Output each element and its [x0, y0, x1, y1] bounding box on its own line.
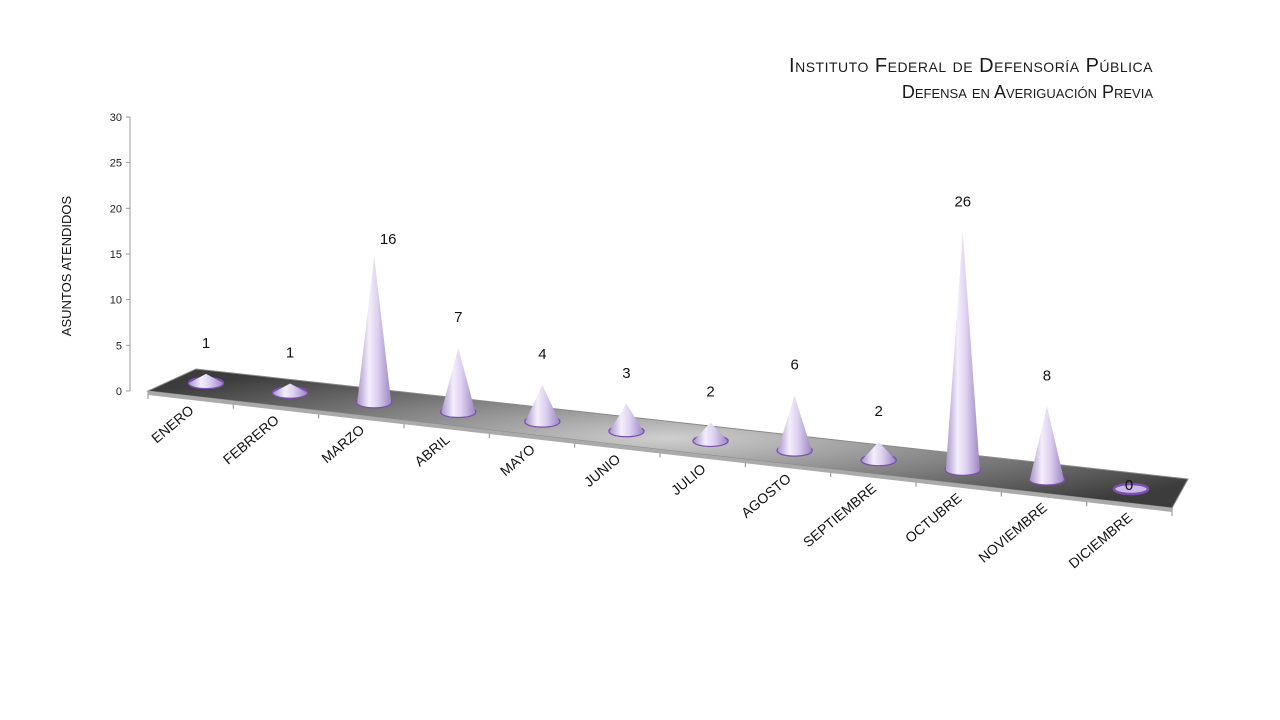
- y-tick-label: 20: [110, 203, 122, 215]
- cone-bar: [273, 383, 308, 398]
- data-label: 6: [790, 357, 798, 374]
- x-tick-label: JUNIO: [581, 451, 624, 490]
- x-tick-label: JULIO: [668, 460, 709, 498]
- data-label: 2: [706, 384, 714, 401]
- x-tick-label: AGOSTO: [738, 470, 794, 521]
- y-tick-label: 30: [110, 112, 122, 124]
- cone-base: [1112, 482, 1150, 496]
- cone-bar: [189, 373, 223, 388]
- cone-bar: [693, 422, 728, 446]
- cone-bar: [861, 441, 896, 466]
- data-label: 26: [954, 193, 971, 210]
- data-label: 7: [454, 309, 462, 326]
- x-tick-label: ENERO: [148, 402, 197, 446]
- x-tick-label: MAYO: [497, 441, 538, 479]
- cone-bar: [945, 232, 980, 475]
- x-tick-label: OCTUBRE: [902, 490, 965, 546]
- y-axis-label: ASUNTOS ATENDIDOS: [59, 195, 74, 336]
- x-tick-label: ABRIL: [411, 431, 452, 469]
- x-tick-label: MARZO: [318, 421, 367, 466]
- chart-titles: Instituto Federal de Defensoría Pública …: [789, 52, 1153, 104]
- data-label: 4: [538, 346, 546, 363]
- cone-bar: [1029, 406, 1064, 485]
- data-label: 3: [622, 365, 630, 382]
- cone-bar: [357, 256, 392, 408]
- chart-title: Instituto Federal de Defensoría Pública: [789, 55, 1153, 77]
- y-tick-label: 5: [116, 340, 122, 352]
- x-tick-label: DICIEMBRE: [1065, 509, 1135, 571]
- y-tick-label: 10: [110, 295, 122, 307]
- cone-bar: [609, 403, 644, 437]
- x-tick-label: SEPTIEMBRE: [800, 480, 879, 550]
- cone-bar: [441, 347, 476, 417]
- chart-floor-edge: [148, 391, 1172, 512]
- y-tick-label: 0: [116, 386, 122, 398]
- data-label: 2: [875, 403, 883, 420]
- cone-bar: [525, 385, 560, 427]
- data-label: 0: [1125, 477, 1133, 494]
- chart-subtitle: Defensa en Averiguación Previa: [901, 82, 1153, 102]
- y-tick-label: 25: [110, 158, 122, 170]
- data-label: 1: [202, 335, 210, 352]
- x-tick-label: FEBRERO: [220, 412, 282, 468]
- x-tick-label: NOVIEMBRE: [975, 499, 1050, 565]
- y-tick-label: 15: [110, 249, 122, 261]
- cone-bar: [777, 395, 812, 456]
- data-label: 16: [380, 231, 397, 248]
- data-label: 1: [286, 345, 294, 362]
- data-label: 8: [1043, 367, 1051, 384]
